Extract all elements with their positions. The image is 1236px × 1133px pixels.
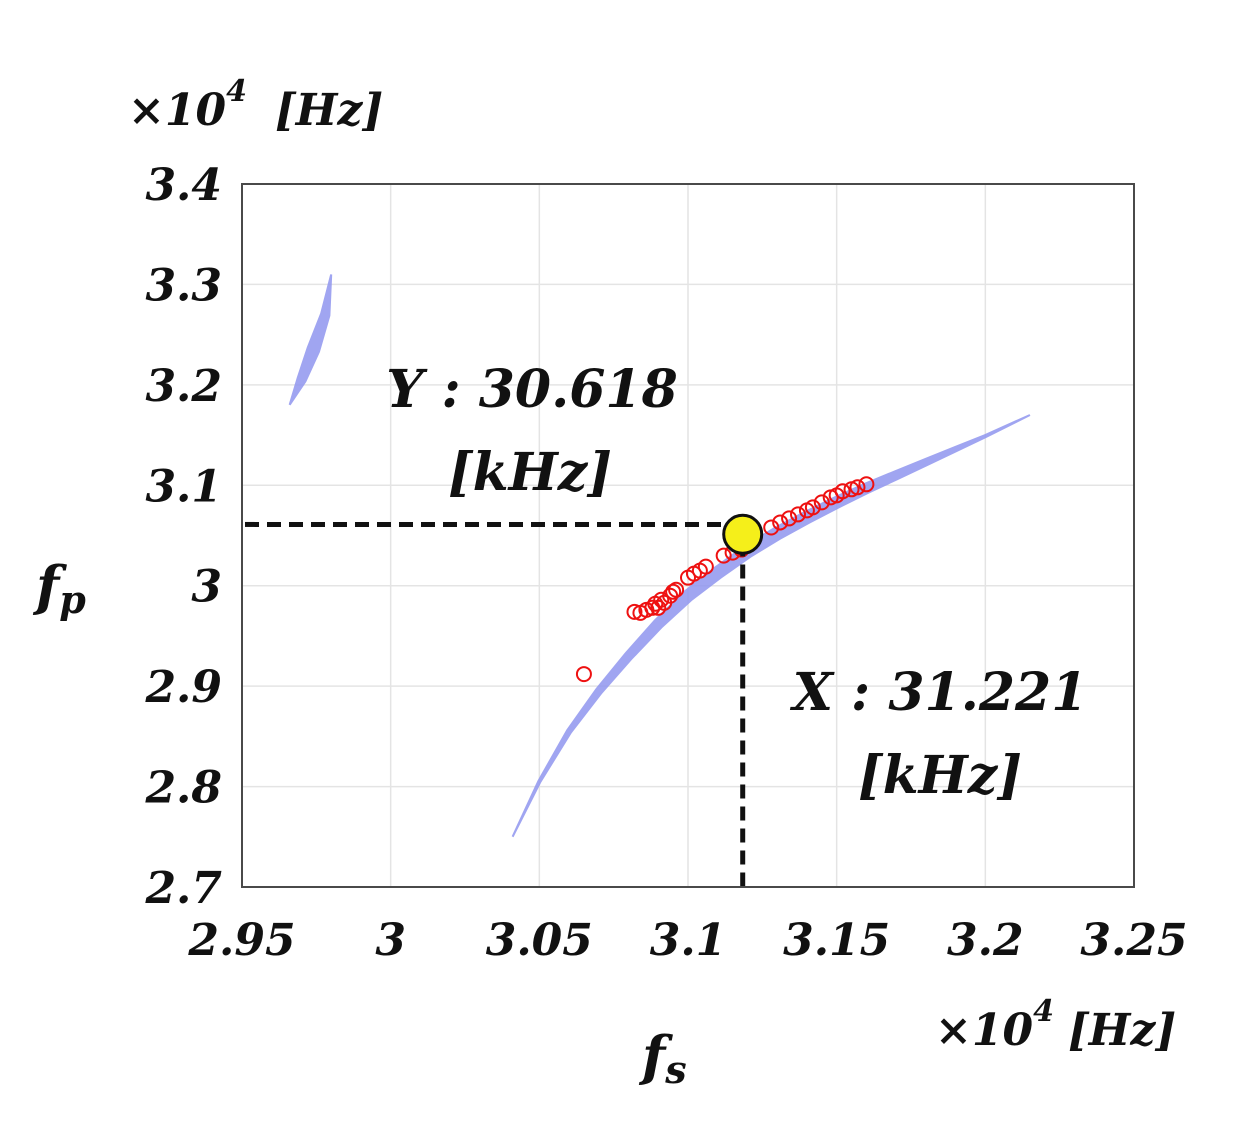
x-tick-labels: 2.95 3 3.05 3.1 3.15 3.2 3.25	[187, 915, 1187, 966]
data-point	[668, 581, 685, 598]
data-point	[834, 483, 851, 500]
y-tick-label: 3.2	[145, 361, 222, 412]
x-tick-label: 2.95	[187, 915, 295, 966]
y-tick-label: 3	[191, 562, 222, 613]
data-point	[849, 479, 866, 496]
plot-frame	[241, 183, 1135, 888]
y-tick-label: 3.3	[145, 260, 222, 311]
x-unit-annotation: [kHz]	[858, 745, 1022, 806]
data-point	[626, 603, 643, 620]
x-value-annotation: X : 31.221	[790, 662, 1088, 723]
data-point	[813, 494, 830, 511]
x-tick-label: 3.2	[947, 915, 1024, 966]
x-tick-label: 3	[375, 915, 406, 966]
y-axis-label: fp	[32, 554, 86, 622]
y-value-annotation: Y : 30.618	[386, 359, 678, 420]
x-tick-label: 3.1	[650, 915, 727, 966]
operating-point-marker	[722, 513, 764, 555]
data-point	[763, 519, 780, 536]
data-point	[804, 499, 821, 516]
guide-lines	[245, 521, 746, 887]
y-tick-label: 2.9	[144, 662, 222, 713]
data-point	[575, 666, 592, 683]
y-tick-label: 3.4	[145, 160, 222, 211]
band-series	[288, 274, 1031, 838]
data-point	[653, 591, 670, 608]
y-tick-labels: 2.7 2.8 2.9 3 3.1 3.2 3.3 3.4	[144, 160, 222, 914]
x-multiplier-label: ×104 [Hz]	[935, 994, 1176, 1056]
x-tick-label: 3.15	[783, 915, 890, 966]
data-point	[697, 558, 714, 575]
data-point	[715, 547, 732, 564]
grid-lines	[241, 183, 1135, 888]
y-unit-annotation: [kHz]	[448, 442, 612, 503]
y-tick-label: 2.7	[144, 863, 222, 914]
data-point	[790, 506, 807, 523]
y-tick-label: 2.8	[144, 763, 222, 814]
highlight-marker	[722, 513, 764, 555]
band-curve	[288, 274, 333, 406]
data-point	[858, 476, 875, 493]
x-tick-label: 3.05	[486, 915, 593, 966]
data-point	[665, 583, 682, 600]
y-tick-label: 3.1	[145, 461, 222, 512]
y-multiplier-label: ×104 [Hz]	[128, 74, 383, 136]
data-point	[781, 510, 798, 527]
x-tick-label: 3.25	[1080, 915, 1187, 966]
data-point	[772, 514, 789, 531]
x-axis-label: fs	[638, 1024, 687, 1092]
